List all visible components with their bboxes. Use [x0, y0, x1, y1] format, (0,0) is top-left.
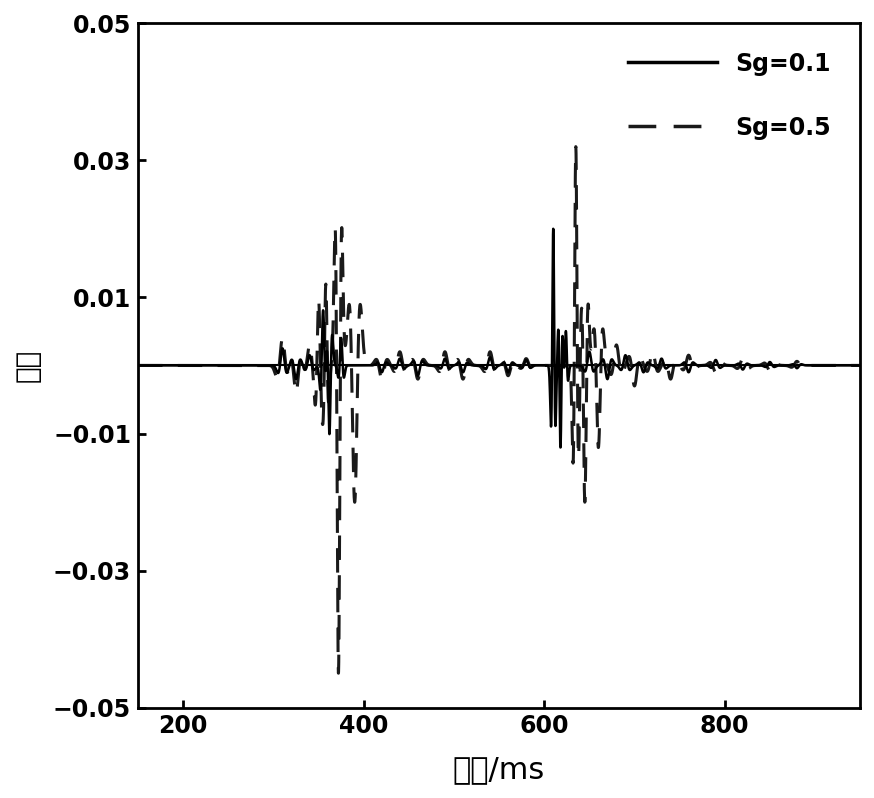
- Sg=0.5: [592, 411, 602, 421]
- Sg=0.5: [560, 361, 571, 370]
- Line: Sg=0.1: Sg=0.1: [138, 229, 860, 448]
- Sg=0.5: [571, 142, 581, 152]
- Sg=0.5: [669, 362, 679, 372]
- Sg=0.5: [394, 347, 405, 357]
- Sg=0.1: [555, 443, 565, 452]
- Sg=0.5: [169, 361, 179, 370]
- Sg=0.5: [133, 361, 143, 370]
- Sg=0.1: [560, 330, 571, 340]
- Y-axis label: 振幅: 振幅: [14, 349, 42, 382]
- Sg=0.1: [394, 354, 405, 364]
- Sg=0.1: [855, 361, 865, 370]
- X-axis label: 时间/ms: 时间/ms: [453, 755, 545, 784]
- Sg=0.1: [669, 361, 679, 370]
- Sg=0.5: [855, 361, 865, 370]
- Sg=0.1: [592, 361, 602, 371]
- Sg=0.1: [169, 361, 179, 370]
- Sg=0.1: [548, 224, 558, 234]
- Legend: Sg=0.1, Sg=0.5: Sg=0.1, Sg=0.5: [617, 41, 842, 152]
- Sg=0.5: [333, 669, 343, 678]
- Sg=0.1: [133, 361, 143, 370]
- Sg=0.1: [707, 362, 718, 372]
- Sg=0.5: [707, 360, 718, 369]
- Line: Sg=0.5: Sg=0.5: [138, 147, 860, 674]
